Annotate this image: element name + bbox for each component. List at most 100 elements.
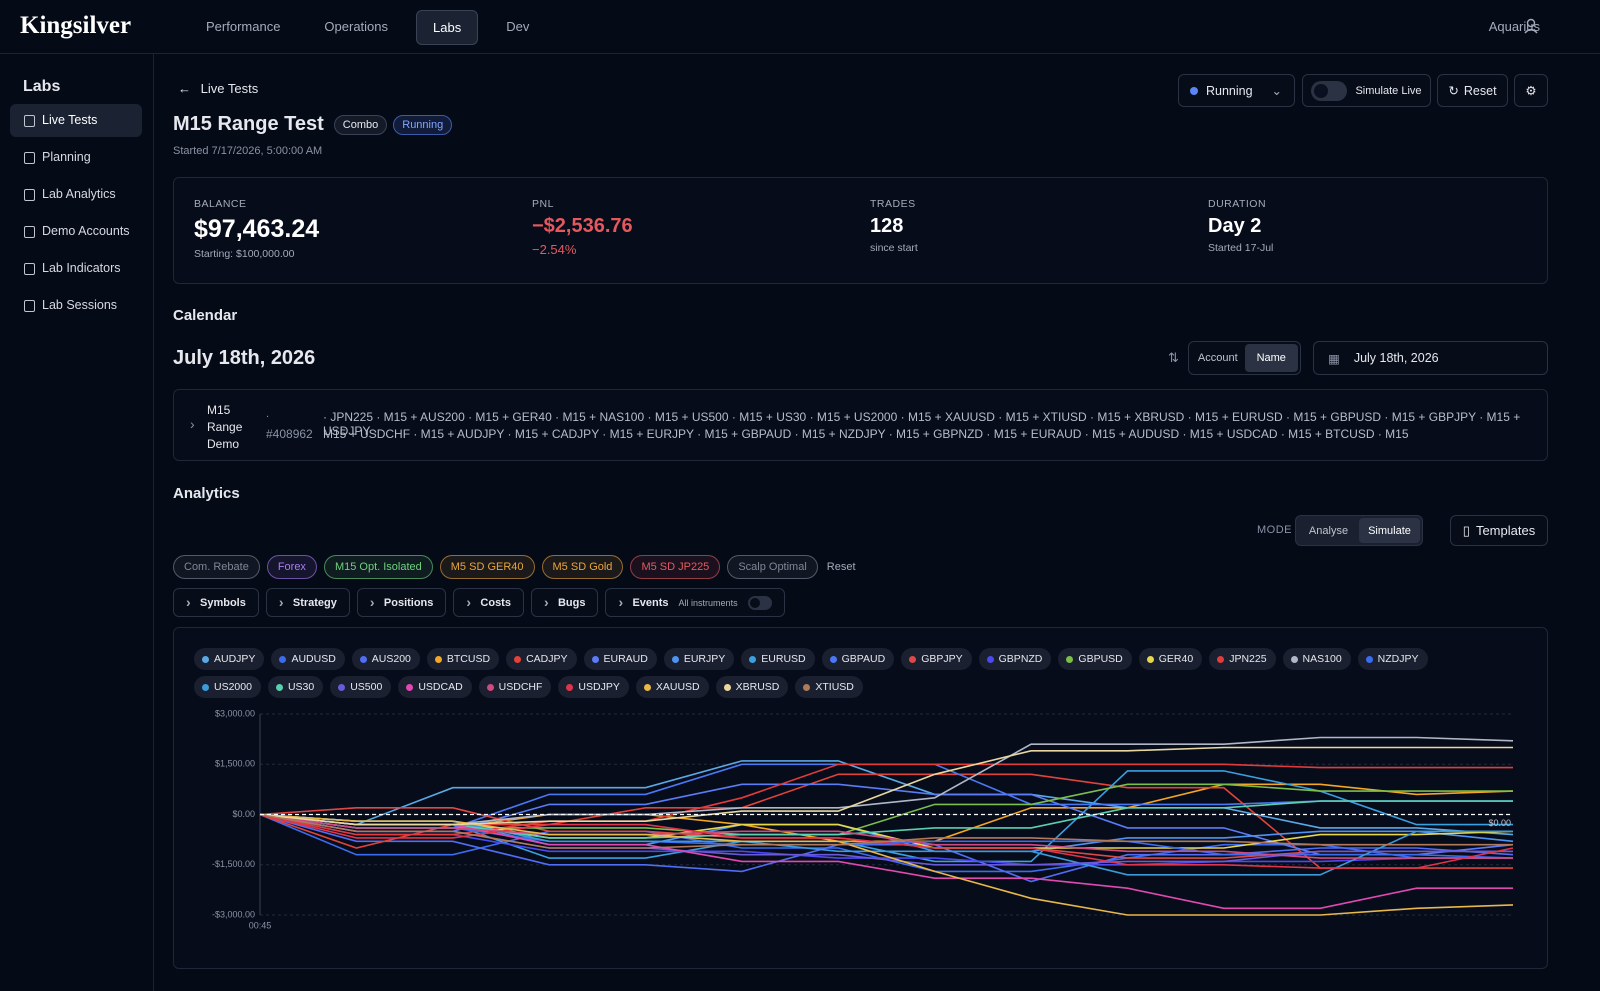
segment[interactable]: Name xyxy=(1244,344,1298,372)
legend-text: EURAUD xyxy=(603,653,648,665)
filter-button[interactable]: Positions xyxy=(356,588,447,617)
legend-item[interactable]: AUDJPY xyxy=(194,648,265,670)
legend-text: EURUSD xyxy=(761,653,806,665)
legend-item[interactable]: BTCUSD xyxy=(426,648,500,670)
sidebar-item[interactable]: Planning xyxy=(10,141,142,174)
mode-toggle: Analyse Simulate xyxy=(1295,515,1423,546)
nav-tab[interactable]: Performance xyxy=(206,19,281,34)
settings-button[interactable]: ⚙ xyxy=(1514,74,1548,107)
filter-button[interactable]: Bugs xyxy=(530,588,599,617)
calendar-date: July 18th, 2026 xyxy=(173,347,316,369)
status-dot xyxy=(1190,86,1198,95)
analytics-heading: Analytics xyxy=(173,485,240,502)
preset-chip[interactable]: M5 SD JP225 xyxy=(630,555,721,579)
legend-item[interactable]: GBPNZD xyxy=(978,648,1052,670)
filter-button[interactable]: Costs xyxy=(453,588,524,617)
preset-chip[interactable]: M15 Opt. Isolated xyxy=(323,555,433,579)
user-icon[interactable] xyxy=(1524,18,1538,34)
badge: Running xyxy=(393,114,453,135)
legend-item[interactable]: XBRUSD xyxy=(715,676,789,698)
date-picker[interactable]: ▦ July 18th, 2026 xyxy=(1313,341,1548,375)
legend-text: CADJPY xyxy=(526,653,568,665)
expand[interactable]: › xyxy=(190,416,195,432)
legend-text: BTCUSD xyxy=(446,653,491,665)
row-id: #408962 xyxy=(266,427,313,441)
sidebar-item[interactable]: Lab Indicators xyxy=(10,252,142,285)
filter-text: Strategy xyxy=(292,596,337,609)
segment[interactable]: Analyse xyxy=(1308,524,1349,537)
legend-dot xyxy=(486,683,494,691)
stat: BALANCE $97,463.24 Starting: $100,000.00 xyxy=(194,198,532,283)
legend-item[interactable]: XAUUSD xyxy=(635,676,709,698)
legend-item[interactable]: XTIUSD xyxy=(795,676,863,698)
legend-item[interactable]: GBPJPY xyxy=(901,648,972,670)
sidebar-item[interactable]: Lab Analytics xyxy=(10,178,142,211)
nav-tab[interactable]: Labs xyxy=(416,10,479,45)
sort-icon[interactable]: ⇅ xyxy=(1168,350,1179,365)
nav-tab[interactable]: Operations xyxy=(324,19,389,34)
legend-item[interactable]: CADJPY xyxy=(506,648,577,670)
calendar-icon: ▦ xyxy=(1328,351,1340,366)
templates-button[interactable]: ▯ Templates xyxy=(1450,515,1548,546)
switch[interactable] xyxy=(1311,80,1348,101)
stat: TRADES 128 since start xyxy=(870,198,1208,283)
preset-reset[interactable]: Reset xyxy=(827,561,856,573)
stat-value: 128 xyxy=(870,215,904,237)
reset-button[interactable]: ↻ Reset xyxy=(1437,74,1508,107)
brand[interactable]: Kingsilver xyxy=(20,12,132,39)
legend-item[interactable]: AUDUSD xyxy=(271,648,345,670)
back-text[interactable]: Live Tests xyxy=(200,81,259,96)
legend-dot xyxy=(1217,655,1225,663)
sidebar-item[interactable]: Demo Accounts xyxy=(10,215,142,248)
legend-item[interactable]: AUS200 xyxy=(351,648,420,670)
stat-label: PNL xyxy=(532,198,554,210)
filter-button[interactable]: Symbols xyxy=(173,588,259,617)
preset-chip[interactable]: Com. Rebate xyxy=(173,555,260,579)
legend-dot xyxy=(202,655,209,663)
preset-chip[interactable]: Scalp Optimal xyxy=(727,555,818,579)
status-select[interactable]: Running ⌄ xyxy=(1178,74,1295,107)
y-tick-label: -$1,500.00 xyxy=(212,859,255,869)
legend-item[interactable]: USDJPY xyxy=(558,676,629,698)
legend-item[interactable]: US30 xyxy=(267,676,324,698)
simulate-toggle[interactable]: Simulate Live xyxy=(1302,74,1431,107)
series-line xyxy=(259,813,1514,883)
legend-item[interactable]: GBPUSD xyxy=(1058,648,1132,670)
segment[interactable]: Simulate xyxy=(1359,518,1420,543)
calendar-row[interactable]: › M15 Range Demo . #408962 · JPN225 · M1… xyxy=(173,389,1548,461)
symbols-line: M15 + USDCHF · M15 + AUDJPY · M15 + CADJ… xyxy=(323,427,1409,441)
filter-button[interactable]: Events All instruments xyxy=(605,588,785,617)
nav-tab[interactable]: Dev xyxy=(506,19,530,34)
legend-dot xyxy=(986,655,994,663)
legend-item[interactable]: US2000 xyxy=(194,676,261,698)
filter-button[interactable]: Strategy xyxy=(265,588,350,617)
legend-item[interactable]: EURAUD xyxy=(583,648,657,670)
legend-item[interactable]: USDCAD xyxy=(398,676,472,698)
series-line xyxy=(259,763,1513,836)
preset-chip[interactable]: M5 SD Gold xyxy=(541,555,624,579)
legend-item[interactable]: GER40 xyxy=(1138,648,1203,670)
legend-item[interactable]: JPN225 xyxy=(1209,648,1276,670)
legend-item[interactable]: NZDJPY xyxy=(1357,648,1428,670)
back-link[interactable]: ← Live Tests xyxy=(178,81,259,96)
legend-item[interactable]: EURUSD xyxy=(741,648,815,670)
sidebar-item[interactable]: Live Tests xyxy=(10,104,142,137)
legend-dot xyxy=(723,683,731,691)
templates-text: Templates xyxy=(1475,523,1536,538)
legend-item[interactable]: USDCHF xyxy=(478,676,552,698)
sidebar-item[interactable]: Lab Sessions xyxy=(10,289,142,322)
events-switch[interactable] xyxy=(747,595,772,610)
filter-text: Costs xyxy=(480,596,511,609)
legend-text: USDCHF xyxy=(498,681,543,693)
preset-chip[interactable]: Forex xyxy=(266,555,317,579)
legend-item[interactable]: EURJPY xyxy=(663,648,735,670)
legend-item[interactable]: US500 xyxy=(330,676,392,698)
preset-chip[interactable]: M5 SD GER40 xyxy=(439,555,535,579)
row-dot: . xyxy=(266,408,270,420)
legend-dot xyxy=(829,655,837,663)
stat-value: $97,463.24 xyxy=(194,215,320,243)
legend-item[interactable]: NAS100 xyxy=(1282,648,1351,670)
segment[interactable]: Account xyxy=(1197,352,1238,364)
stat: DURATION Day 2 Started 17-Jul xyxy=(1208,198,1546,283)
legend-item[interactable]: GBPAUD xyxy=(821,648,895,670)
